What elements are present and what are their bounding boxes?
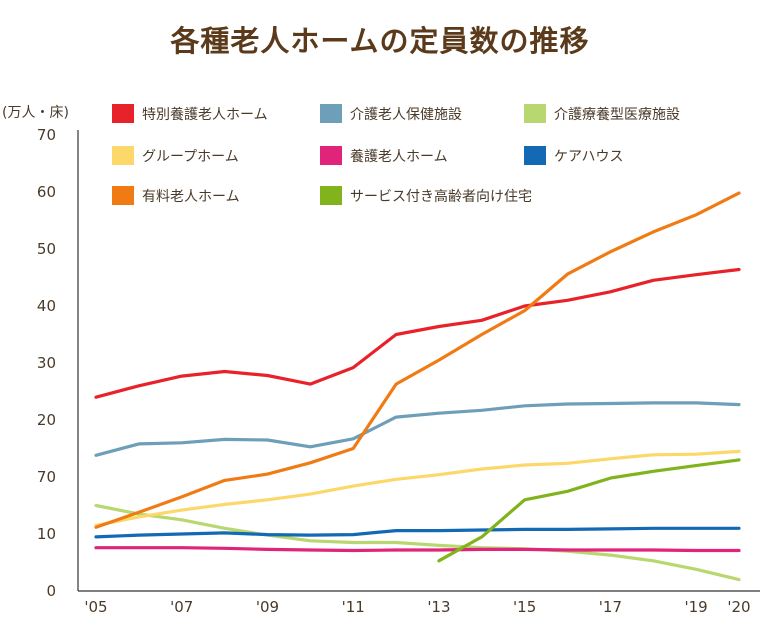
y-tick-label: 30 [37, 354, 56, 372]
legend-swatch [112, 146, 134, 165]
x-axis-ticks: '05 '07 '09 '11 '13 '15 '17 '19 '20 [84, 598, 750, 616]
legend-label: 有料老人ホーム [142, 189, 240, 205]
legend-label: ケアハウス [554, 149, 623, 165]
legend-swatch [320, 146, 342, 165]
legend-label: 養護老人ホーム [350, 148, 448, 165]
y-tick-label: 40 [37, 297, 56, 315]
series-line [94, 526, 741, 539]
y-axis-ticks: 0 10 70 20 30 40 50 60 70 [37, 126, 56, 600]
x-tick-label: '05 [84, 598, 107, 616]
series-line [94, 503, 741, 582]
y-tick-label: 50 [37, 240, 56, 258]
series-lines [94, 191, 741, 582]
legend-label: グループホーム [142, 149, 239, 165]
series-line [437, 458, 741, 563]
y-tick-label: 0 [46, 582, 56, 600]
x-tick-label: '20 [727, 598, 750, 616]
legend-swatch [112, 186, 134, 205]
legend-swatch [320, 186, 342, 205]
series-line [94, 546, 741, 553]
x-tick-label: '11 [342, 598, 365, 616]
series-line [94, 401, 741, 457]
axes: (万人・床) [2, 105, 760, 592]
series-line [94, 449, 741, 528]
legend-label: サービス付き高齢者向け住宅 [350, 188, 532, 205]
x-tick-label: '17 [599, 598, 622, 616]
legend-swatch [320, 104, 342, 123]
chart-title: 各種老人ホームの定員数の推移 [170, 24, 590, 58]
legend-swatch [524, 104, 546, 123]
legend-label: 特別養護老人ホーム [142, 106, 268, 123]
legend-label: 介護老人保健施設 [350, 107, 462, 123]
y-tick-label: 20 [37, 411, 56, 429]
legend-swatch [524, 146, 546, 165]
x-tick-label: '15 [513, 598, 536, 616]
series-line [94, 191, 741, 529]
x-tick-label: '19 [685, 598, 708, 616]
x-tick-label: '09 [256, 598, 279, 616]
legend-swatch [112, 104, 134, 123]
x-tick-label: '13 [427, 598, 450, 616]
y-tick-label: 70 [37, 126, 56, 144]
y-tick-label: 10 [37, 525, 56, 543]
y-axis-unit-label: (万人・床) [2, 105, 69, 121]
y-tick-label: 60 [37, 183, 56, 201]
series-line [94, 267, 741, 399]
y-tick-label: 70 [37, 468, 56, 486]
x-tick-label: '07 [170, 598, 193, 616]
legend-label: 介護療養型医療施設 [554, 106, 680, 123]
